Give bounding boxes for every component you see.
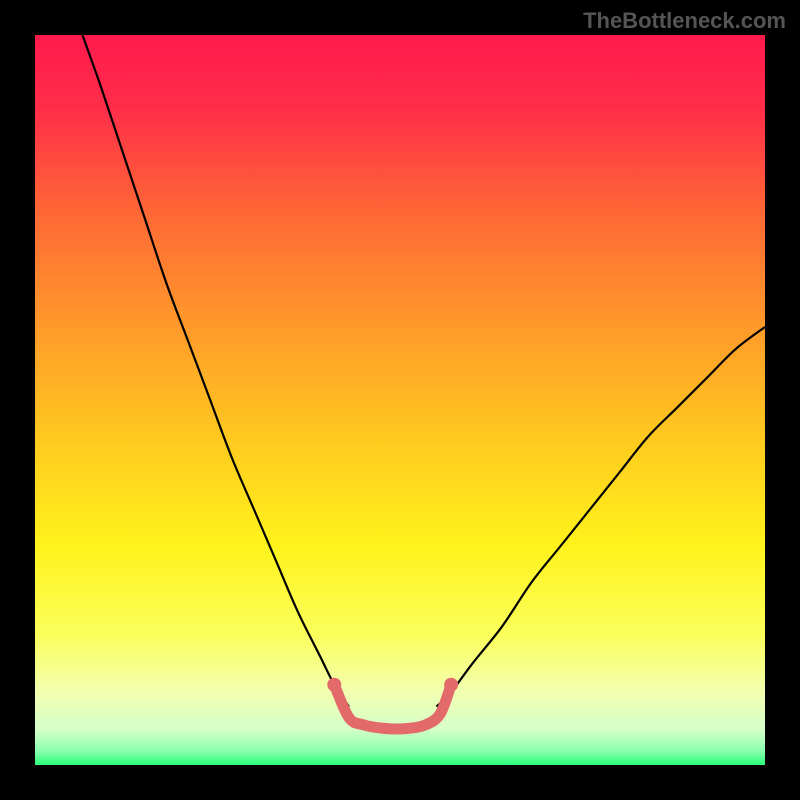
watermark-text: TheBottleneck.com xyxy=(583,8,786,34)
chart-container: TheBottleneck.com xyxy=(0,0,800,800)
gradient-plot-area xyxy=(35,35,765,765)
